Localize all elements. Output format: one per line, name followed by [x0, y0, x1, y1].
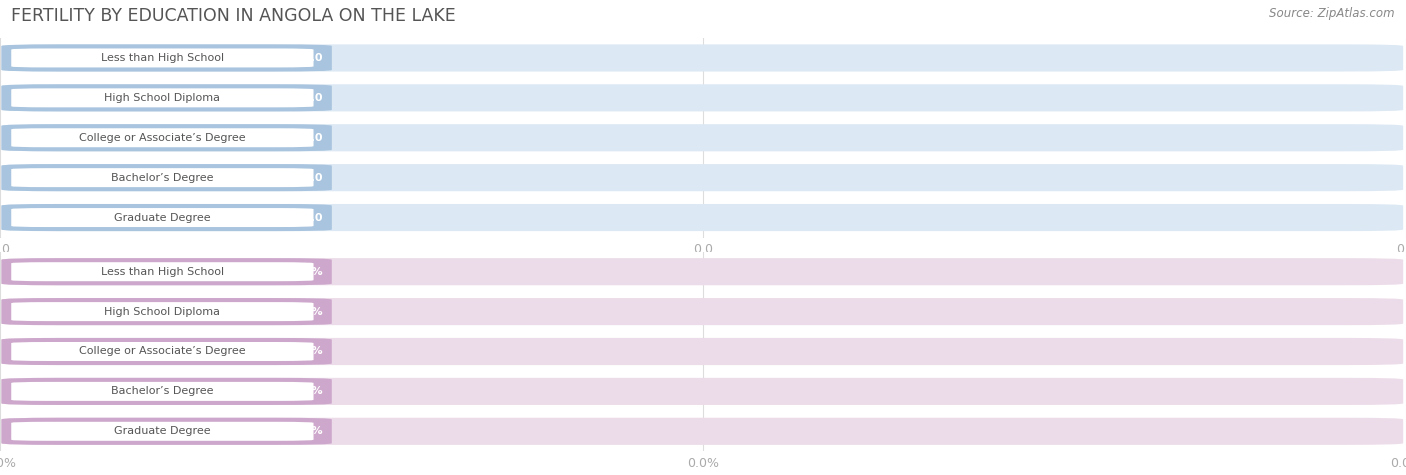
- Text: Less than High School: Less than High School: [101, 53, 224, 63]
- Text: 0.0: 0.0: [304, 93, 323, 103]
- FancyBboxPatch shape: [11, 262, 314, 281]
- Text: 0.0%: 0.0%: [292, 386, 323, 397]
- FancyBboxPatch shape: [11, 382, 314, 401]
- Text: 0.0: 0.0: [304, 133, 323, 143]
- Text: High School Diploma: High School Diploma: [104, 306, 221, 317]
- Text: 0.0%: 0.0%: [292, 346, 323, 357]
- Text: 0.0%: 0.0%: [292, 306, 323, 317]
- Text: 0.0%: 0.0%: [292, 266, 323, 277]
- FancyBboxPatch shape: [1, 298, 1403, 325]
- FancyBboxPatch shape: [1, 44, 1403, 72]
- Text: 0.0: 0.0: [304, 212, 323, 223]
- FancyBboxPatch shape: [1, 338, 332, 365]
- FancyBboxPatch shape: [1, 258, 332, 285]
- FancyBboxPatch shape: [1, 164, 332, 191]
- Text: High School Diploma: High School Diploma: [104, 93, 221, 103]
- FancyBboxPatch shape: [11, 302, 314, 321]
- FancyBboxPatch shape: [11, 88, 314, 107]
- FancyBboxPatch shape: [1, 204, 332, 231]
- Text: Bachelor’s Degree: Bachelor’s Degree: [111, 386, 214, 397]
- Text: College or Associate’s Degree: College or Associate’s Degree: [79, 346, 246, 357]
- FancyBboxPatch shape: [1, 84, 332, 112]
- Text: Bachelor’s Degree: Bachelor’s Degree: [111, 172, 214, 183]
- FancyBboxPatch shape: [1, 298, 332, 325]
- FancyBboxPatch shape: [1, 418, 332, 445]
- Text: Source: ZipAtlas.com: Source: ZipAtlas.com: [1270, 7, 1395, 20]
- Text: 0.0%: 0.0%: [292, 426, 323, 437]
- FancyBboxPatch shape: [1, 44, 332, 72]
- Text: College or Associate’s Degree: College or Associate’s Degree: [79, 133, 246, 143]
- FancyBboxPatch shape: [1, 124, 1403, 152]
- FancyBboxPatch shape: [1, 338, 1403, 365]
- FancyBboxPatch shape: [1, 204, 1403, 231]
- FancyBboxPatch shape: [11, 422, 314, 441]
- Text: 0.0: 0.0: [304, 172, 323, 183]
- Text: 0.0: 0.0: [304, 53, 323, 63]
- FancyBboxPatch shape: [11, 342, 314, 361]
- FancyBboxPatch shape: [1, 164, 1403, 191]
- FancyBboxPatch shape: [11, 128, 314, 147]
- FancyBboxPatch shape: [11, 168, 314, 187]
- FancyBboxPatch shape: [1, 84, 1403, 112]
- FancyBboxPatch shape: [11, 208, 314, 227]
- Text: Graduate Degree: Graduate Degree: [114, 212, 211, 223]
- Text: FERTILITY BY EDUCATION IN ANGOLA ON THE LAKE: FERTILITY BY EDUCATION IN ANGOLA ON THE …: [11, 7, 456, 25]
- FancyBboxPatch shape: [1, 378, 1403, 405]
- FancyBboxPatch shape: [1, 258, 1403, 285]
- Text: Graduate Degree: Graduate Degree: [114, 426, 211, 437]
- FancyBboxPatch shape: [1, 124, 332, 152]
- Text: Less than High School: Less than High School: [101, 266, 224, 277]
- FancyBboxPatch shape: [1, 418, 1403, 445]
- FancyBboxPatch shape: [1, 378, 332, 405]
- FancyBboxPatch shape: [11, 48, 314, 67]
